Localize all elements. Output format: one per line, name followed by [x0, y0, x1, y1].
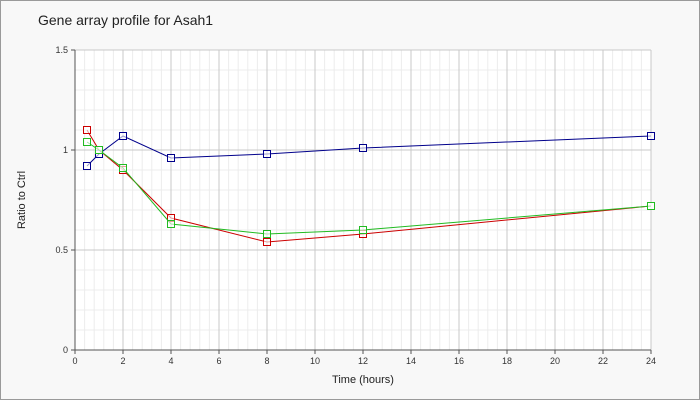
series-1-point	[647, 132, 655, 140]
y-axis-label: Ratio to Ctrl	[16, 171, 28, 229]
x-tick-labels: 0 2 4 6 8 10 12 14 16 18 20 22 24	[72, 350, 656, 366]
x-tick-label: 20	[550, 356, 560, 366]
y-tick-labels: 0 0.5 1 1.5	[55, 45, 75, 355]
x-tick-label: 18	[502, 356, 512, 366]
series-1-point	[263, 150, 271, 158]
series-3-point	[119, 164, 127, 172]
series-3-point	[263, 230, 271, 238]
y-tick-label: 1.5	[55, 45, 68, 55]
series-3-point	[359, 226, 367, 234]
x-tick-label: 6	[216, 356, 221, 366]
chart-title: Gene array profile for Asah1	[38, 12, 213, 28]
x-tick-label: 2	[120, 356, 125, 366]
x-axis-label: Time (hours)	[332, 374, 394, 386]
x-tick-label: 24	[646, 356, 656, 366]
series-3-point	[83, 138, 91, 146]
x-tick-label: 16	[454, 356, 464, 366]
y-tick-label: 0	[63, 345, 68, 355]
series-2-point	[263, 238, 271, 246]
series-1-point	[167, 154, 175, 162]
series-2-point	[83, 126, 91, 134]
x-tick-label: 22	[598, 356, 608, 366]
series-1-point	[359, 144, 367, 152]
series-3-point	[95, 146, 103, 154]
series-1-point	[83, 162, 91, 170]
series-3-point	[167, 220, 175, 228]
series-layer	[83, 126, 655, 246]
x-tick-label: 4	[168, 356, 173, 366]
x-tick-label: 0	[72, 356, 77, 366]
y-tick-label: 0.5	[55, 245, 68, 255]
x-tick-label: 14	[406, 356, 416, 366]
series-1-point	[119, 132, 127, 140]
y-tick-label: 1	[63, 145, 68, 155]
series-3-point	[647, 202, 655, 210]
x-tick-label: 8	[264, 356, 269, 366]
x-tick-label: 12	[358, 356, 368, 366]
x-tick-label: 10	[310, 356, 320, 366]
